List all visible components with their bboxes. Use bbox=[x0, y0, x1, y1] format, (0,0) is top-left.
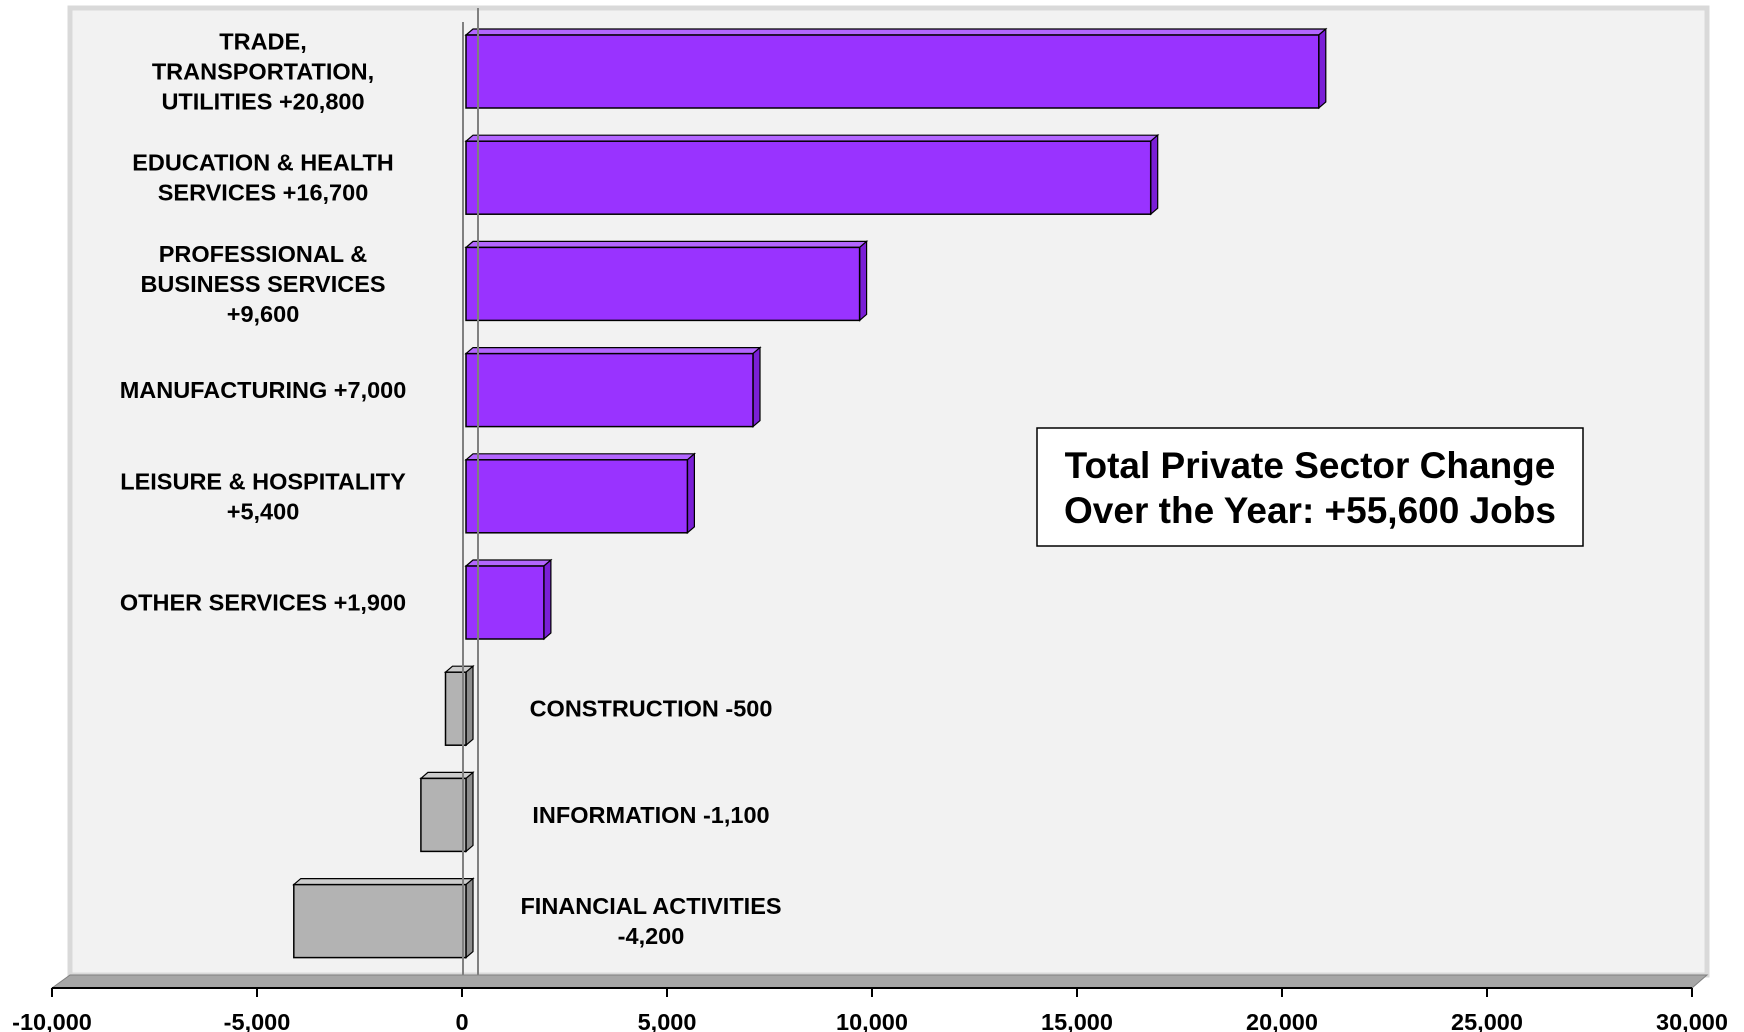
x-tick-label: 0 bbox=[455, 1009, 468, 1032]
total-annotation: Total Private Sector Change Over the Yea… bbox=[1036, 427, 1584, 547]
bar-front-face bbox=[465, 459, 689, 534]
bar-top-face bbox=[464, 28, 1328, 36]
category-label: SERVICES +16,700 bbox=[158, 180, 369, 206]
x-tick-label: 10,000 bbox=[836, 1009, 908, 1032]
annotation-line-1: Total Private Sector Change bbox=[1065, 445, 1556, 486]
category-label: TRADE, bbox=[219, 29, 306, 55]
bar-side-face bbox=[543, 558, 552, 641]
category-label: UTILITIES +20,800 bbox=[161, 89, 364, 115]
category-label: PROFESSIONAL & bbox=[159, 241, 368, 267]
bar-side-face bbox=[1150, 133, 1159, 216]
x-axis-ticks: -10,000 -5,000 0 5,000 10,000 15,000 20,000 25,… bbox=[12, 988, 1728, 1032]
x-tick-label: 30,000 bbox=[1656, 1009, 1728, 1032]
bar-side-face bbox=[465, 877, 474, 959]
x-tick-label: -5,000 bbox=[224, 1009, 291, 1032]
bar-7 bbox=[443, 664, 475, 747]
bar-8 bbox=[419, 771, 475, 853]
bar-front-face bbox=[293, 883, 467, 959]
x-tick-label: 5,000 bbox=[638, 1009, 697, 1032]
bar-side-face bbox=[752, 346, 761, 428]
bar-2 bbox=[464, 133, 1160, 216]
category-label: INFORMATION -1,100 bbox=[532, 802, 769, 828]
chart-floor bbox=[50, 974, 1709, 989]
bar-9 bbox=[292, 877, 475, 959]
category-label: +5,400 bbox=[227, 498, 300, 524]
bar-top-face bbox=[464, 453, 697, 461]
bar-front-face bbox=[420, 777, 467, 853]
bars bbox=[292, 27, 1328, 959]
x-tick-label: 20,000 bbox=[1246, 1009, 1318, 1032]
bar-front-face bbox=[465, 34, 1320, 109]
category-label: MANUFACTURING +7,000 bbox=[120, 377, 407, 403]
category-label: EDUCATION & HEALTH bbox=[132, 150, 394, 176]
bar-1 bbox=[464, 27, 1328, 110]
category-label: TRANSPORTATION, bbox=[152, 59, 374, 85]
bar-top-face bbox=[464, 134, 1160, 142]
annotation-line-2: Over the Year: +55,600 Jobs bbox=[1064, 490, 1556, 531]
bar-top-face bbox=[464, 240, 869, 248]
category-label: -4,200 bbox=[618, 923, 685, 949]
category-label: FINANCIAL ACTIVITIES bbox=[520, 893, 781, 919]
category-label: BUSINESS SERVICES bbox=[140, 271, 385, 297]
category-labels: TRADE, TRANSPORTATION, UTILITIES +20,800 ED… bbox=[120, 29, 782, 950]
annotation-box bbox=[1036, 427, 1584, 547]
bar-top-face bbox=[419, 771, 475, 780]
bar-side-face bbox=[465, 664, 474, 747]
x-tick-label: 15,000 bbox=[1041, 1009, 1113, 1032]
bar-5 bbox=[464, 452, 697, 535]
x-tick-label: -10,000 bbox=[12, 1009, 92, 1032]
bar-front-face bbox=[465, 140, 1152, 215]
bar-top-face bbox=[292, 877, 475, 886]
bar-top-face bbox=[464, 347, 762, 355]
bar-4 bbox=[464, 346, 762, 428]
bar-side-face bbox=[1318, 27, 1327, 110]
bar-side-face bbox=[686, 452, 696, 535]
category-label: OTHER SERVICES +1,900 bbox=[120, 590, 406, 616]
x-tick-label: 25,000 bbox=[1451, 1009, 1523, 1032]
bar-3 bbox=[464, 240, 869, 322]
category-label: CONSTRUCTION -500 bbox=[530, 696, 773, 722]
bar-side-face bbox=[858, 240, 868, 322]
bar-front-face bbox=[465, 246, 861, 322]
bar-front-face bbox=[465, 352, 754, 428]
bar-side-face bbox=[465, 771, 474, 853]
bar-front-face bbox=[444, 671, 467, 746]
category-label: LEISURE & HOSPITALITY bbox=[120, 468, 406, 494]
category-label: +9,600 bbox=[227, 301, 300, 327]
